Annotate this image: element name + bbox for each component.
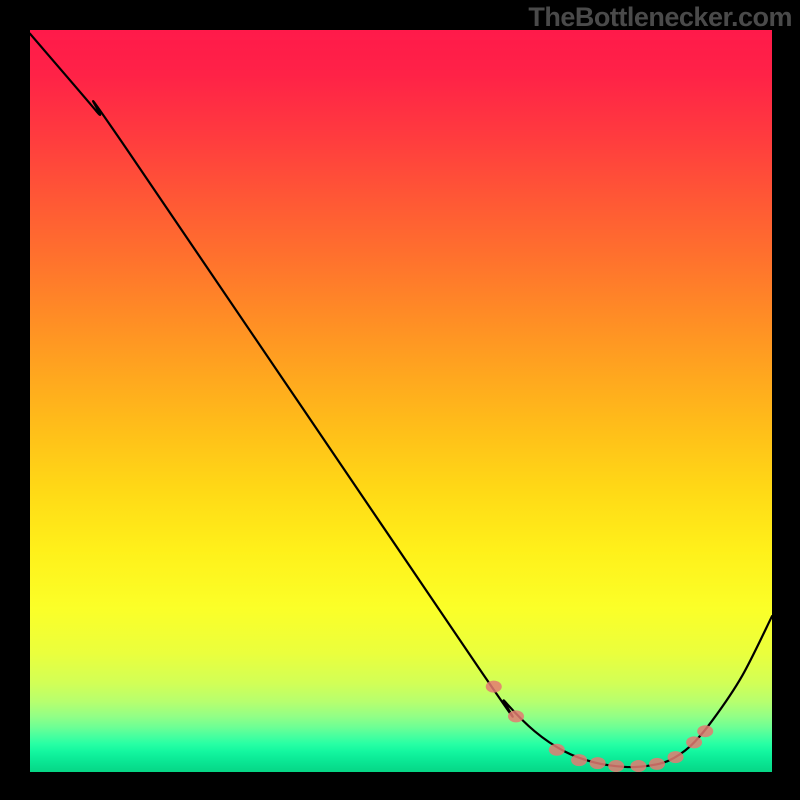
marker-point — [668, 751, 684, 763]
marker-point — [608, 760, 624, 772]
plot-svg — [30, 30, 772, 772]
marker-point — [630, 760, 646, 772]
plot-area — [30, 30, 772, 772]
watermark-text: TheBottlenecker.com — [528, 2, 792, 33]
marker-point — [649, 758, 665, 770]
marker-point — [486, 681, 502, 693]
marker-point — [697, 725, 713, 737]
marker-point — [549, 744, 565, 756]
marker-point — [686, 736, 702, 748]
marker-point — [590, 757, 606, 769]
gradient-background — [30, 30, 772, 772]
marker-point — [571, 754, 587, 766]
marker-point — [508, 710, 524, 722]
